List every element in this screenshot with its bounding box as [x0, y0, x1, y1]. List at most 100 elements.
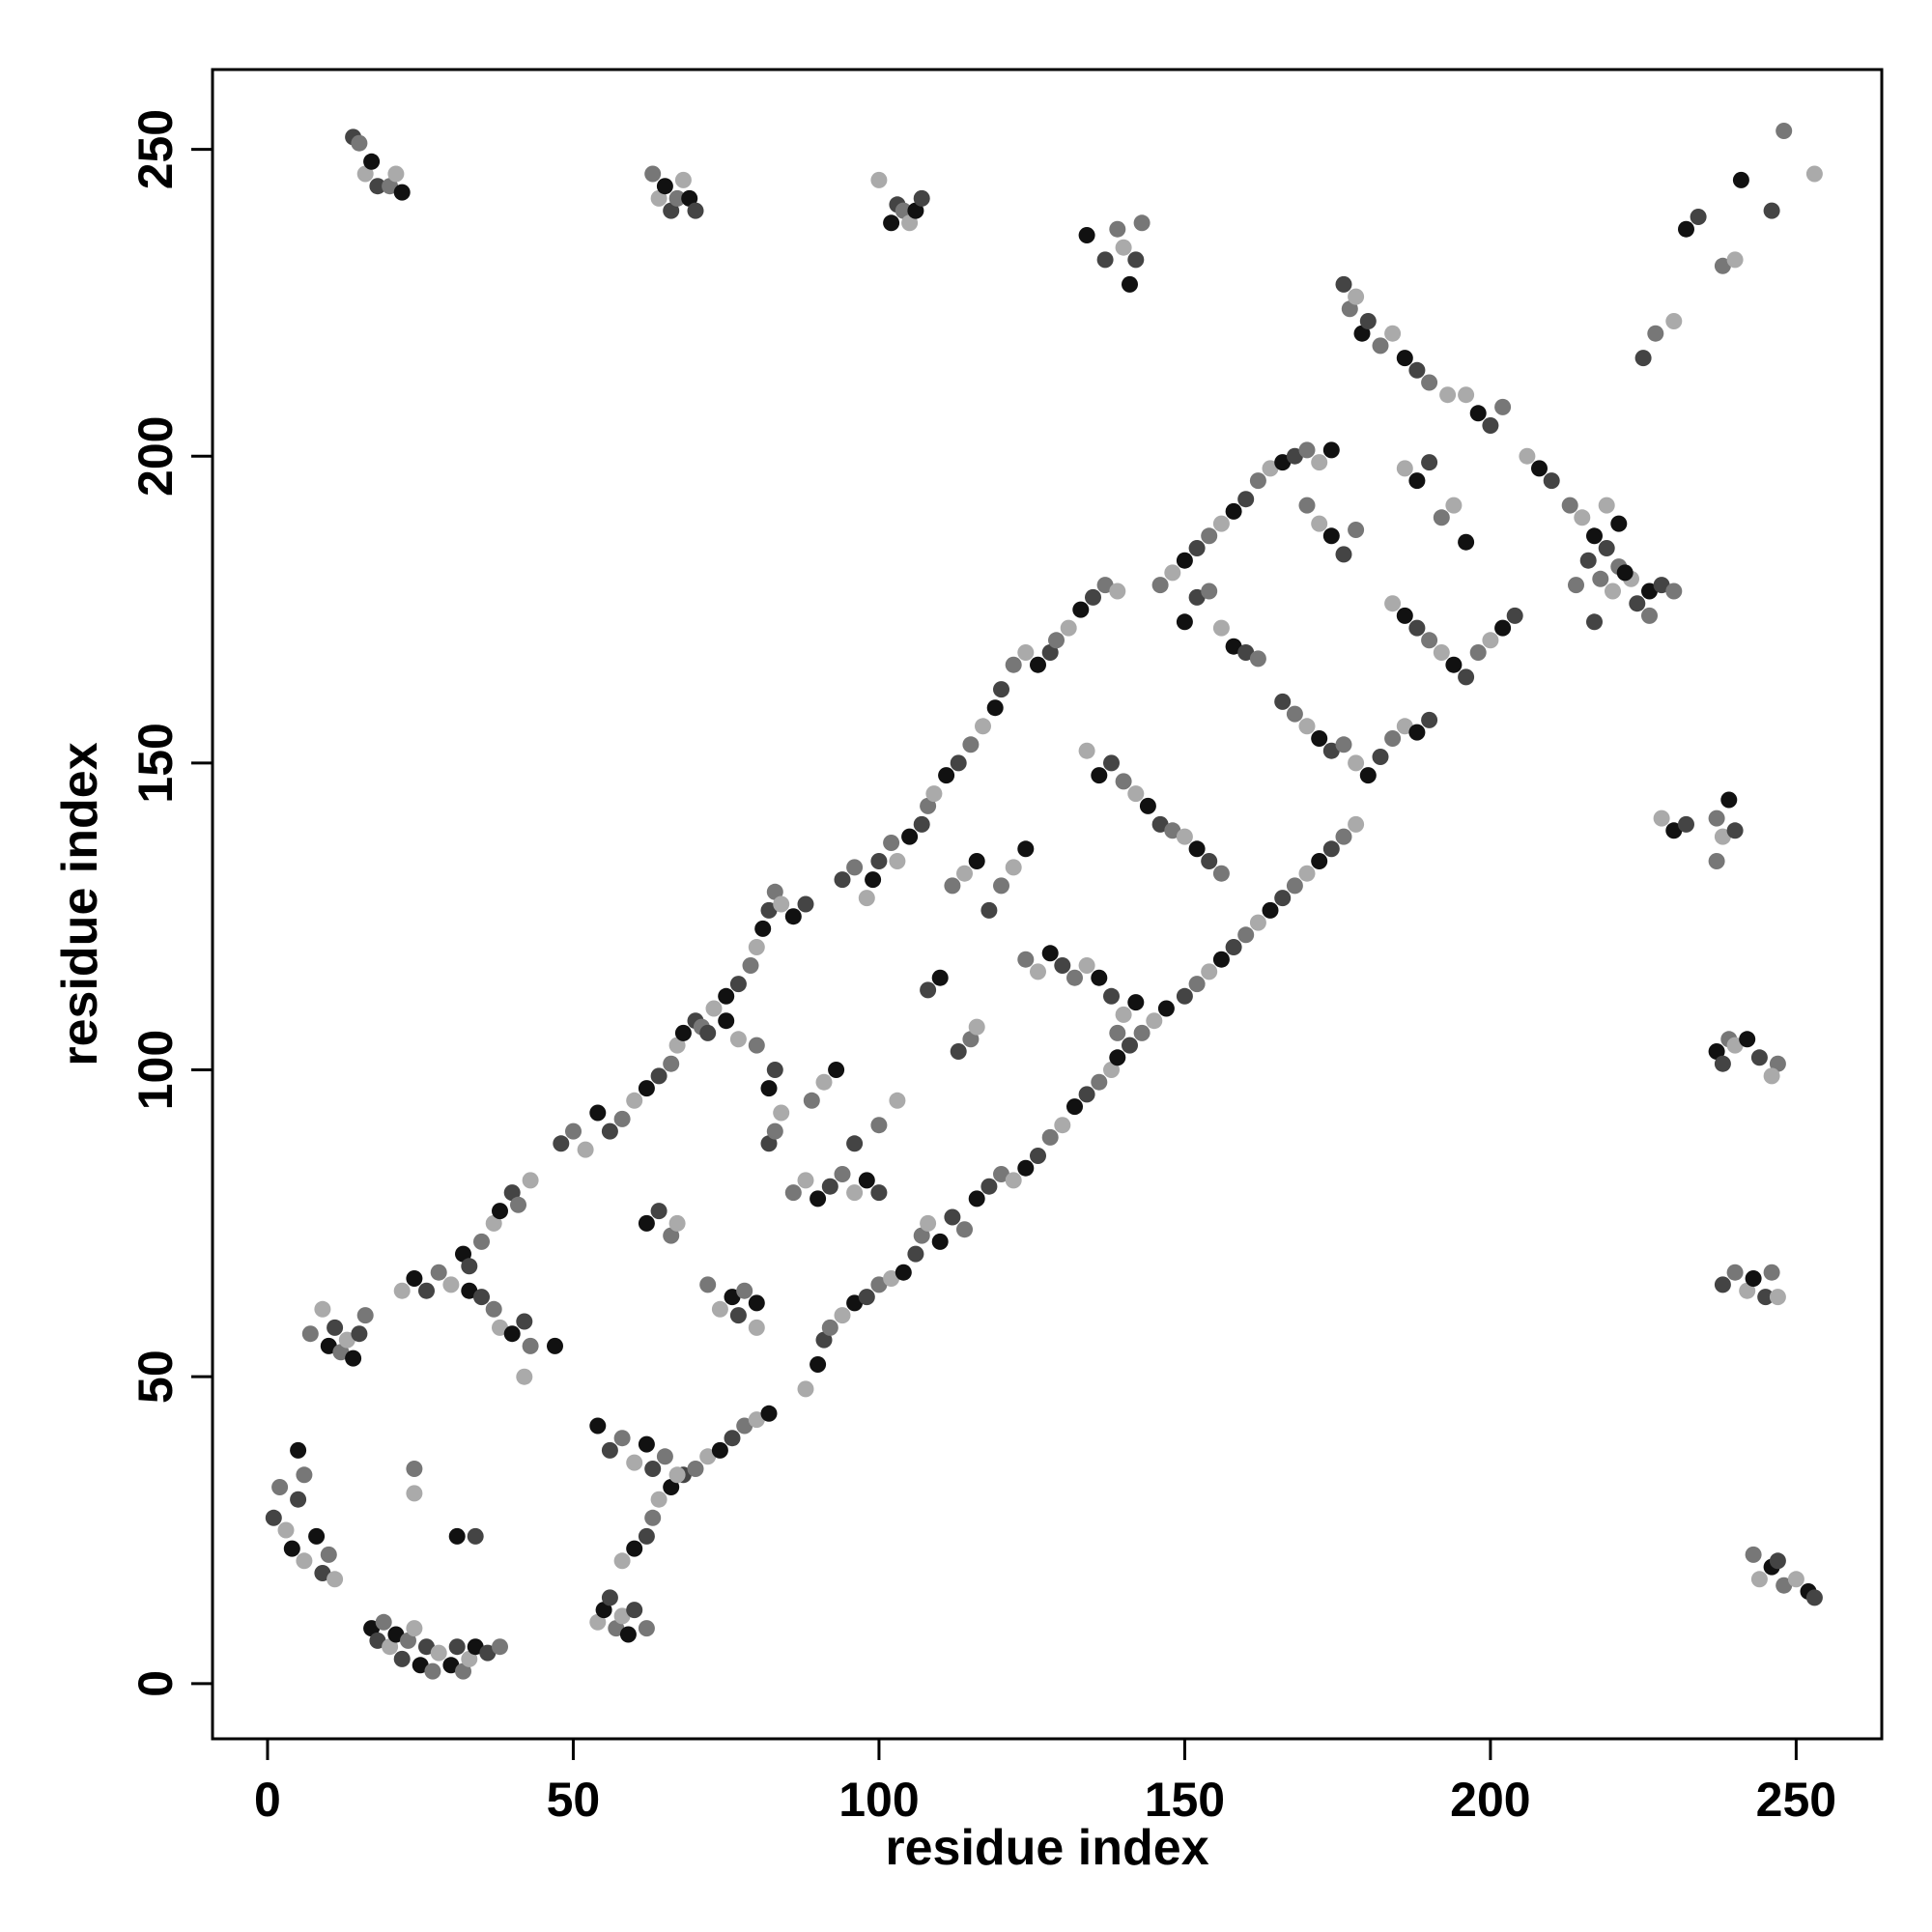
data-point — [1096, 577, 1114, 594]
data-point — [271, 1479, 289, 1495]
data-point — [619, 1626, 637, 1643]
data-point — [1653, 577, 1670, 594]
data-point — [461, 1650, 478, 1667]
data-point — [327, 1571, 344, 1588]
data-point — [865, 871, 882, 889]
data-point — [1322, 441, 1340, 459]
data-point — [1506, 607, 1523, 624]
data-point — [1574, 509, 1591, 526]
data-point — [1647, 325, 1664, 342]
data-point — [265, 1509, 282, 1526]
data-point — [1249, 650, 1266, 668]
data-point — [387, 165, 405, 183]
data-point — [283, 1540, 300, 1557]
data-point — [516, 1368, 533, 1385]
data-point — [393, 1282, 411, 1299]
data-point — [1237, 644, 1255, 661]
data-point — [724, 1430, 741, 1447]
data-point — [430, 1644, 447, 1662]
data-point — [473, 1289, 490, 1306]
data-point — [448, 1638, 466, 1656]
data-point — [1109, 1024, 1126, 1041]
data-point — [1085, 588, 1101, 606]
data-point — [1384, 595, 1402, 612]
data-point — [1176, 613, 1193, 631]
data-point — [1708, 853, 1725, 869]
data-point — [1745, 1270, 1762, 1287]
data-point — [1531, 460, 1548, 477]
data-point — [492, 1638, 508, 1656]
data-point — [907, 1245, 924, 1263]
data-point — [815, 1073, 833, 1091]
data-point — [920, 797, 937, 814]
data-point — [718, 1012, 735, 1030]
data-point — [950, 754, 967, 772]
data-point — [699, 1276, 717, 1293]
data-point — [797, 1380, 814, 1398]
data-point — [1176, 552, 1193, 569]
data-point — [1634, 350, 1652, 367]
data-point — [1732, 171, 1749, 188]
data-point — [773, 1104, 790, 1122]
data-point — [1127, 251, 1145, 269]
data-point — [638, 1620, 655, 1637]
data-point — [301, 1325, 319, 1343]
data-point — [351, 1325, 368, 1343]
data-point — [901, 214, 919, 232]
data-point — [663, 1479, 680, 1495]
data-point — [1335, 736, 1352, 753]
data-point — [1286, 877, 1303, 895]
data-point — [986, 699, 1004, 717]
data-point — [1048, 632, 1065, 649]
data-point — [1005, 859, 1022, 876]
data-point — [406, 1485, 423, 1502]
data-point — [1078, 742, 1095, 759]
data-point — [980, 1178, 998, 1195]
data-point — [846, 1184, 864, 1202]
data-point — [638, 1527, 655, 1545]
data-point — [870, 1276, 888, 1293]
data-point — [1714, 1055, 1731, 1072]
y-tick-label: 150 — [128, 723, 183, 803]
data-point — [1017, 644, 1035, 661]
data-point — [455, 1662, 471, 1680]
data-point — [748, 939, 765, 955]
data-point — [1078, 1086, 1095, 1103]
data-point — [1359, 767, 1377, 784]
x-tick-label: 50 — [547, 1773, 601, 1827]
data-point — [748, 1037, 765, 1054]
data-point — [613, 1110, 631, 1127]
data-point — [1078, 227, 1095, 243]
data-point — [674, 171, 692, 188]
data-point — [1091, 767, 1108, 784]
data-point — [577, 1141, 594, 1158]
data-point — [1458, 386, 1475, 404]
data-point — [1678, 220, 1694, 238]
data-point — [1739, 1282, 1756, 1299]
data-point — [1298, 441, 1316, 459]
data-point — [1335, 828, 1352, 845]
data-point — [1739, 1031, 1756, 1048]
data-point — [1396, 350, 1413, 367]
data-point — [748, 1294, 765, 1312]
data-point — [1115, 239, 1132, 256]
data-point — [650, 1491, 668, 1508]
data-point — [1341, 300, 1358, 318]
data-point — [613, 1552, 631, 1570]
data-point — [1372, 749, 1389, 765]
data-point — [345, 1350, 362, 1367]
data-point — [369, 1632, 386, 1649]
data-point — [1005, 1172, 1022, 1189]
data-point — [1776, 1577, 1793, 1594]
data-point — [473, 1233, 490, 1250]
data-point — [1212, 619, 1230, 637]
data-point — [492, 1319, 508, 1336]
data-point — [1157, 1000, 1175, 1017]
data-point — [1805, 165, 1823, 183]
data-point — [1641, 607, 1658, 624]
x-tick-label: 150 — [1145, 1773, 1225, 1827]
data-point — [870, 1117, 888, 1134]
data-point — [668, 1466, 686, 1484]
data-point — [1237, 926, 1255, 944]
data-point — [1776, 123, 1793, 139]
